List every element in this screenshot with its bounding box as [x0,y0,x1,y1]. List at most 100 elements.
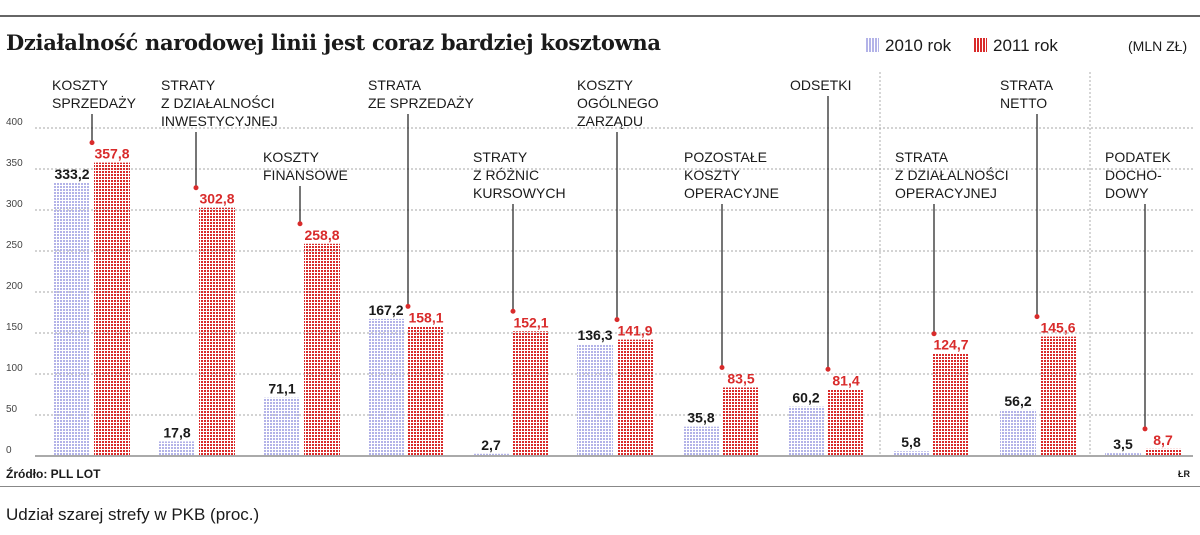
leader-dot [614,317,620,323]
value-label-2010: 167,2 [368,302,403,318]
bar-2011 [513,331,549,456]
source-note: Źródło: PLL LOT [6,467,101,481]
category-label: STRATA [895,149,949,165]
bar-2011 [304,243,340,456]
leader-dot [510,308,516,314]
category-label: POZOSTAŁE [684,149,767,165]
leader-dot [931,331,937,337]
unit-label: (MLN ZŁ) [1128,38,1188,54]
bottom-rule [0,486,1200,487]
value-label-2010: 2,7 [481,437,501,453]
y-tick-label: 100 [6,363,23,374]
bar-2011 [723,387,759,456]
y-tick-label: 0 [6,445,12,456]
bar-2011 [1040,336,1076,456]
bar-2010 [264,397,300,456]
bar-2010 [683,426,719,456]
bar-2011 [94,162,130,456]
leader-dot [297,221,303,227]
bar-2010 [893,451,929,456]
bar-2011 [828,389,864,456]
bar-2010 [1105,453,1141,456]
value-label-2011: 152,1 [513,314,548,330]
bar-2010 [159,441,195,456]
category-label: KOSZTY [263,149,320,165]
category-label: ZARZĄDU [577,113,643,129]
leader-dot [405,303,411,309]
legend-swatch-2010 [866,38,879,52]
y-tick-label: 250 [6,240,23,251]
category-label: INWESTYCYJNEJ [161,113,278,129]
value-label-2011: 124,7 [933,337,968,353]
category-label: Z DZIAŁALNOŚCI [161,94,275,111]
bar-2010 [1000,409,1036,456]
bar-2010 [368,318,404,456]
y-tick-label: 350 [6,158,23,169]
category-label: PODATEK [1105,149,1172,165]
bar-2010 [54,182,90,456]
category-label: ODSETKI [790,77,851,93]
category-label: STRATA [368,77,422,93]
value-label-2011: 145,6 [1040,320,1075,336]
chart-title: Działalność narodowej linii jest coraz b… [6,30,661,55]
value-label-2010: 71,1 [268,381,295,397]
top-rule [0,15,1200,17]
legend-2010: 2010 rok [866,36,951,56]
category-label: ZE SPRZEDAŻY [368,94,474,111]
value-label-2011: 81,4 [832,372,859,388]
category-label: STRATY [161,77,216,93]
category-label: STRATY [473,149,528,165]
category-label: DOWY [1105,185,1149,201]
bar-2010 [473,453,509,456]
legend-label-2011: 2011 rok [993,36,1058,55]
value-label-2010: 3,5 [1113,436,1133,452]
value-label-2011: 83,5 [727,371,754,387]
leader-dot [1034,314,1040,320]
leader-dot [193,185,199,191]
value-label-2010: 333,2 [54,166,89,182]
leader-dot [1142,426,1148,432]
value-label-2010: 60,2 [792,390,819,406]
y-tick-label: 150 [6,322,23,333]
bar-2010 [788,406,824,456]
y-tick-label: 400 [6,117,23,128]
bar-2011 [1145,448,1181,456]
value-label-2011: 357,8 [94,146,129,162]
value-label-2010: 35,8 [687,410,714,426]
bar-2011 [408,326,444,456]
leader-dot [719,365,725,371]
category-label: KOSZTY [577,77,634,93]
value-label-2010: 17,8 [163,424,190,440]
category-label: Z DZIAŁALNOŚCI [895,166,1009,183]
legend-2011: 2011 rok [974,36,1058,56]
leader-dot [825,366,831,372]
category-label: KOSZTY [52,77,109,93]
value-label-2010: 136,3 [577,327,612,343]
category-label: KOSZTY [684,167,741,183]
value-label-2011: 141,9 [617,323,652,339]
bar-2011 [933,353,969,456]
value-label-2011: 158,1 [408,309,443,325]
value-label-2011: 8,7 [1153,432,1173,448]
category-label: STRATA [1000,77,1054,93]
category-label: OGÓLNEGO [577,95,659,111]
legend-swatch-2011 [974,38,987,52]
legend-label-2010: 2010 rok [885,36,952,55]
category-label: NETTO [1000,95,1047,111]
credit-mark: ŁR [1178,469,1190,479]
category-label: SPRZEDAŻY [52,94,137,111]
bar-2011 [199,207,235,456]
value-label-2010: 5,8 [901,434,921,450]
category-label: KURSOWYCH [473,185,566,201]
y-tick-label: 200 [6,281,23,292]
category-label: OPERACYJNE [684,185,779,201]
value-label-2011: 258,8 [304,227,339,243]
next-chart-title: Udział szarej strefy w PKB (proc.) [6,505,260,524]
category-label: OPERACYJNEJ [895,185,997,201]
value-label-2010: 56,2 [1004,393,1031,409]
category-label: DOCHO- [1105,167,1162,183]
category-label: FINANSOWE [263,167,348,183]
value-label-2011: 302,8 [199,191,234,207]
category-label: Z RÓŻNIC [473,166,539,183]
leader-dot [89,140,95,146]
